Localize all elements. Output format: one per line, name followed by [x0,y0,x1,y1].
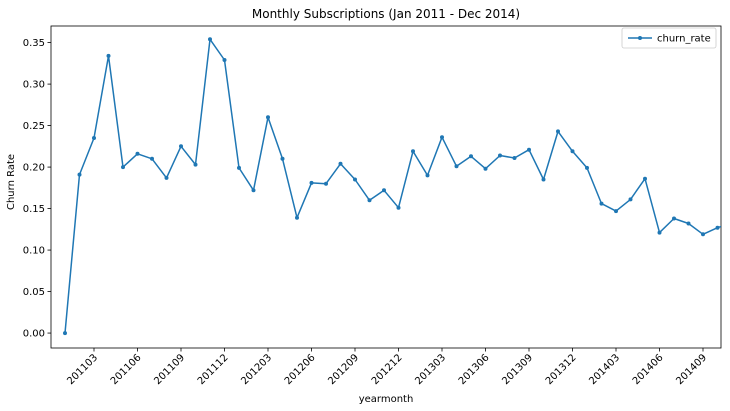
x-tick-label: 201112 [196,352,231,387]
data-point [77,172,82,177]
data-point [164,175,169,180]
data-point [527,147,531,152]
y-tick-label: 0.10 [23,246,45,257]
data-point [367,198,372,203]
data-point [338,161,343,166]
data-point [512,156,517,160]
y-axis-ticks: 0.00 0.05 0.10 0.15 0.20 0.25 0.30 0.35 [23,38,51,340]
x-tick-label: 201109 [152,352,187,387]
y-tick-label: 0.15 [23,204,45,215]
legend-label: churn_rate [657,34,711,45]
y-tick-label: 0.05 [23,287,45,298]
data-point [179,144,183,149]
data-point [353,177,357,182]
data-point [570,149,575,154]
x-axis-label: yearmonth [359,394,414,405]
legend-box [621,27,717,49]
series-markers [63,37,720,336]
x-tick-label: 201306 [457,352,492,387]
data-point [324,181,328,186]
data-point [599,201,604,206]
x-tick-label: 201103 [65,352,100,387]
data-point [295,215,299,220]
data-point [686,221,691,226]
y-tick-label: 0.20 [23,163,45,174]
data-point [614,209,618,214]
x-axis-ticks: 201103 201106 201109 201112 201203 201206 2012… [65,348,709,387]
legend: churn_rate [621,27,717,49]
data-point [556,129,560,134]
data-point [208,37,212,42]
x-tick-label: 201409 [674,352,709,387]
data-point [454,164,459,169]
x-tick-label: 201206 [283,352,318,387]
data-point [150,156,154,161]
data-point [541,177,546,182]
data-point [643,176,647,181]
data-point [585,165,589,170]
data-point [657,230,662,235]
data-point [382,188,386,193]
x-tick-label: 201312 [544,352,579,387]
data-point [715,225,720,230]
data-point [92,136,96,140]
data-point [440,135,444,140]
data-point [425,173,430,178]
data-point [121,165,125,170]
data-point [193,162,198,167]
x-tick-label: 201209 [326,352,361,387]
y-tick-label: 0.25 [23,121,45,132]
data-point [266,115,270,120]
series-line-churn-rate [64,38,721,334]
data-point [672,216,676,221]
x-tick-label: 201309 [500,352,535,387]
data-point [63,331,67,336]
axes-frame [50,25,722,349]
data-point [106,53,111,58]
data-point [411,149,415,154]
data-point [222,58,227,62]
data-point [237,165,241,170]
x-tick-label: 201203 [239,352,274,387]
y-axis-label: Churn Rate [6,154,17,210]
plot-area [50,25,722,349]
data-point [396,205,401,210]
data-point [498,153,502,158]
data-point [280,156,285,161]
data-point [309,180,314,185]
data-point [701,232,705,237]
data-point [251,188,256,193]
data-point [469,154,473,159]
data-point [628,197,633,202]
x-tick-label: 201406 [631,352,666,387]
y-tick-label: 0.35 [23,38,45,49]
y-tick-label: 0.30 [23,80,45,91]
legend-marker-swatch [638,36,642,40]
data-point [483,166,488,171]
x-tick-label: 201403 [587,352,622,387]
x-tick-label: 201212 [370,352,405,387]
chart-title: Monthly Subscriptions (Jan 2011 - Dec 20… [252,7,520,21]
data-point [135,151,140,156]
x-tick-label: 201106 [109,352,144,387]
y-tick-label: 0.00 [23,329,45,340]
x-tick-label: 201303 [413,352,448,387]
